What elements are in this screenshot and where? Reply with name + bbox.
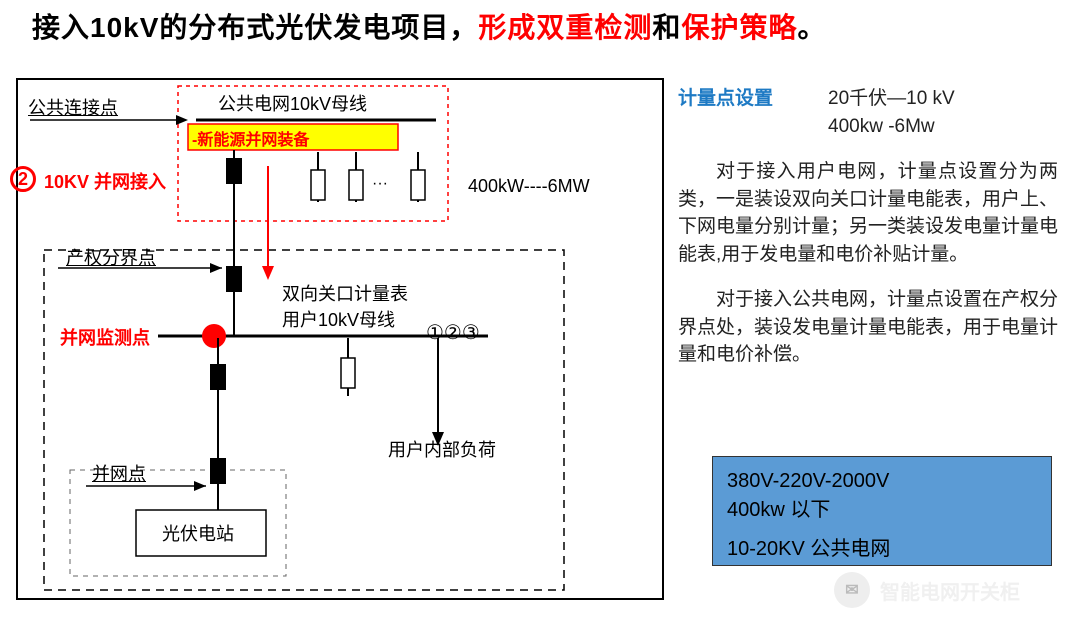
circled-number-icon: 2 — [10, 166, 36, 192]
wechat-icon: ✉ — [834, 572, 870, 608]
page-title: 接入10kV的分布式光伏发电项目，形成双重检测和保护策略。 — [32, 6, 826, 46]
title-normal-2: 和 — [652, 12, 681, 43]
label-grid-point: 并网点 — [92, 460, 146, 486]
watermark-text: 智能电网开关柜 — [880, 576, 1020, 605]
title-red-1: 形成双重检测 — [478, 12, 652, 43]
info-box: 380V-220V-2000V 400kw 以下 10-20KV 公共电网 — [712, 456, 1052, 566]
wiring-diagram: ··· 公共连接点 公共电网10kV母线 — [16, 78, 664, 600]
spec-line-2: 400kw -6Mw — [828, 113, 1058, 141]
label-user-bus: 用户10kV母线 — [282, 306, 395, 332]
label-user-load: 用户内部负荷 — [388, 436, 496, 462]
label-capacity-range: 400kW----6MW — [468, 176, 590, 197]
spec-line-1: 20千伏—10 kV — [828, 85, 1058, 113]
infobox-line-1: 380V-220V-2000V — [727, 467, 1037, 496]
infobox-line-2: 400kw 以下 — [727, 496, 1037, 525]
label-monitor-point: 并网监测点 — [60, 324, 150, 350]
step-marker: 2 — [10, 166, 36, 192]
title-normal-1: 接入10kV的分布式光伏发电项目， — [32, 12, 478, 43]
label-public-grid-bus: 公共电网10kV母线 — [218, 90, 367, 116]
side-text: 计量点设置 20千伏—10 kV 400kw -6Mw 对于接入用户电网，计量点… — [678, 85, 1058, 369]
paragraph-2: 对于接入公共电网，计量点设置在产权分界点处，装设发电量计量电能表，用于电量计量和… — [678, 286, 1058, 369]
paragraph-1: 对于接入用户电网，计量点设置分为两类，一是装设双向关口计量电能表，用户上、下网电… — [678, 158, 1058, 268]
label-pv-station: 光伏电站 — [162, 520, 234, 546]
label-highlight-box: -新能源并网装备 — [192, 126, 309, 150]
label-numbers: ①②③ — [426, 320, 480, 345]
watermark: ✉ 智能电网开关柜 — [834, 572, 1020, 608]
label-boundary-point: 产权分界点 — [66, 244, 156, 270]
infobox-line-3: 10-20KV 公共电网 — [727, 535, 1037, 564]
label-public-connection-point: 公共连接点 — [28, 94, 118, 120]
label-step: 10KV 并网接入 — [44, 168, 166, 194]
side-heading: 计量点设置 — [678, 85, 773, 113]
svg-text:···: ··· — [372, 175, 388, 192]
title-normal-3: 。 — [797, 12, 826, 43]
title-red-2: 保护策略 — [681, 12, 797, 43]
label-bidir-meter: 双向关口计量表 — [282, 280, 408, 306]
